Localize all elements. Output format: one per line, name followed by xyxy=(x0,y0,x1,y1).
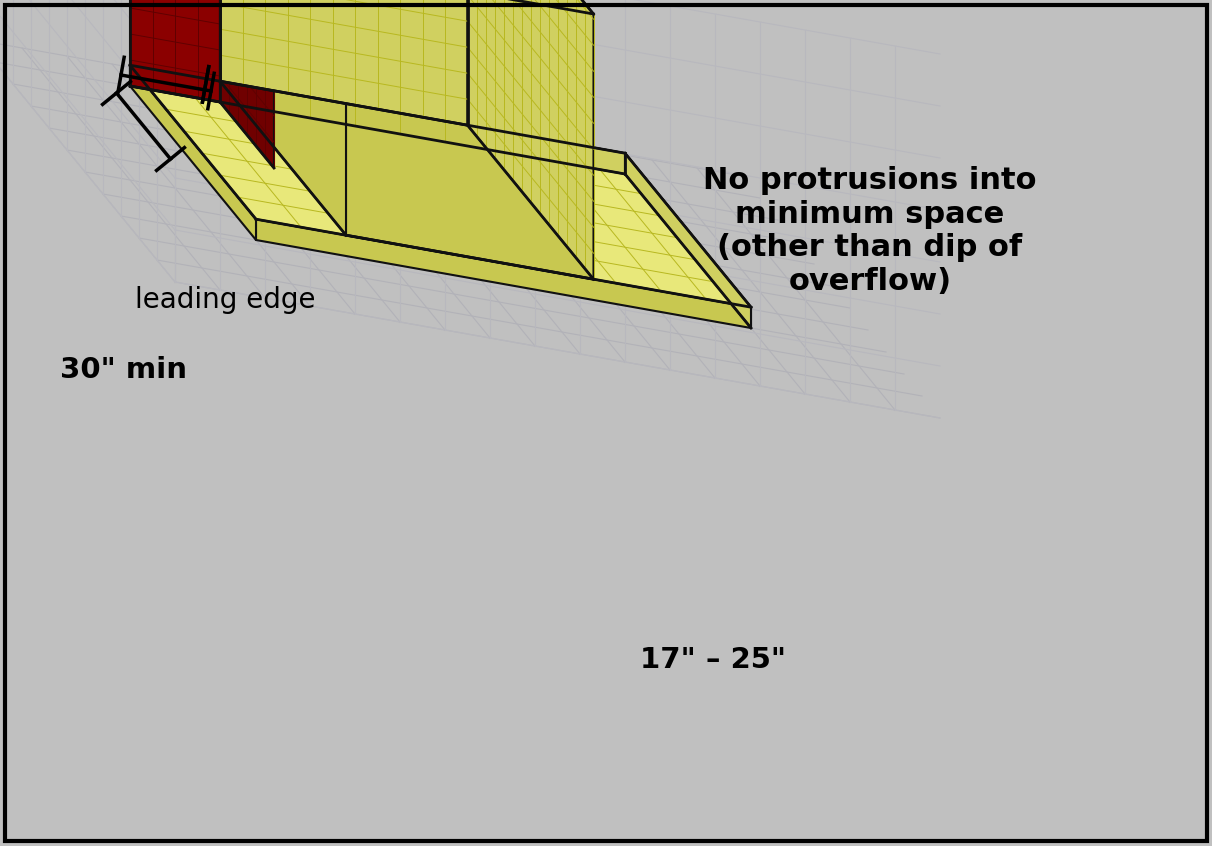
Polygon shape xyxy=(130,0,221,102)
Polygon shape xyxy=(345,0,594,279)
Text: No protrusions into
minimum space
(other than dip of
overflow): No protrusions into minimum space (other… xyxy=(703,166,1036,296)
Polygon shape xyxy=(221,0,468,125)
Polygon shape xyxy=(130,65,256,240)
Text: 30" min: 30" min xyxy=(61,356,187,384)
Text: leading edge: leading edge xyxy=(135,286,315,314)
Polygon shape xyxy=(130,65,625,174)
Polygon shape xyxy=(221,0,345,235)
Polygon shape xyxy=(221,0,594,14)
Polygon shape xyxy=(221,0,274,168)
Polygon shape xyxy=(468,0,594,279)
Polygon shape xyxy=(130,65,751,307)
Text: 17" – 25": 17" – 25" xyxy=(640,646,787,674)
Polygon shape xyxy=(256,219,751,328)
Polygon shape xyxy=(625,153,751,328)
